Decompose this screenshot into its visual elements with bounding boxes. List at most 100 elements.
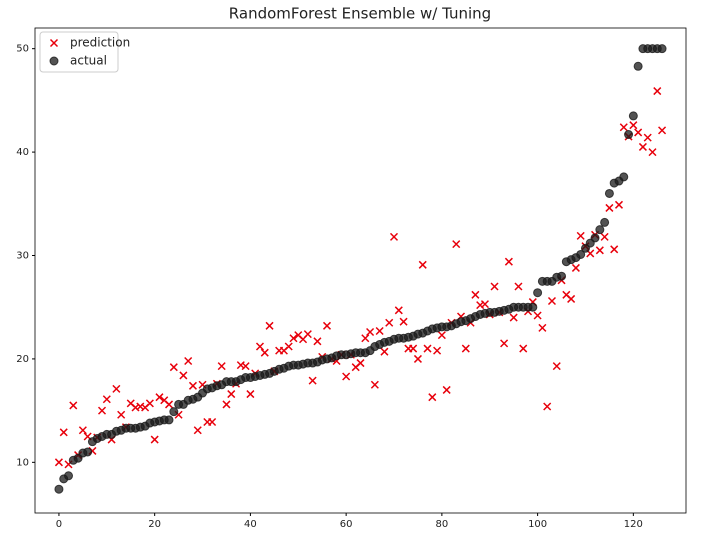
point	[155, 393, 164, 402]
point	[428, 393, 437, 402]
point	[150, 435, 159, 444]
point	[648, 148, 657, 157]
point	[418, 260, 427, 269]
point	[643, 133, 652, 142]
point	[54, 458, 63, 467]
point	[145, 399, 154, 408]
point	[375, 326, 384, 336]
point	[605, 203, 614, 212]
point	[303, 330, 312, 339]
point	[370, 380, 379, 389]
point	[600, 232, 609, 241]
point	[619, 123, 628, 132]
point	[423, 344, 432, 353]
x-tick-label: 60	[340, 519, 353, 530]
point	[471, 290, 480, 299]
y-tick-label: 40	[16, 147, 29, 158]
y-tick-label: 50	[16, 44, 29, 55]
point	[184, 356, 193, 366]
point	[543, 402, 552, 411]
point	[504, 257, 513, 266]
plot-frame	[34, 27, 687, 514]
point	[313, 337, 322, 346]
x-tick-label: 40	[244, 519, 257, 530]
point	[246, 390, 255, 399]
point	[193, 426, 202, 435]
point	[547, 296, 557, 306]
point	[64, 471, 74, 481]
point	[638, 142, 647, 151]
point	[624, 130, 634, 140]
point	[112, 384, 121, 393]
point	[265, 321, 274, 330]
point	[633, 61, 643, 71]
point	[557, 271, 567, 281]
point	[284, 342, 293, 351]
point	[490, 282, 499, 291]
point	[657, 44, 667, 54]
point	[169, 363, 178, 372]
point	[59, 428, 68, 437]
point	[614, 200, 624, 209]
point	[634, 128, 643, 137]
point	[514, 282, 523, 291]
point	[576, 231, 585, 240]
point	[409, 344, 418, 353]
point	[433, 346, 442, 355]
point	[653, 87, 662, 96]
point	[552, 362, 561, 371]
point	[241, 362, 250, 371]
point	[658, 126, 667, 135]
legend-marker	[49, 38, 59, 48]
point	[595, 225, 605, 235]
point	[179, 371, 188, 380]
point	[322, 321, 332, 330]
legend-label: actual	[70, 54, 107, 68]
x-tick-label: 20	[148, 519, 161, 530]
point	[164, 415, 174, 425]
point	[600, 217, 610, 227]
point	[97, 406, 107, 415]
point	[610, 245, 619, 254]
point	[619, 172, 629, 182]
point	[385, 318, 394, 327]
y-tick-label: 20	[16, 354, 29, 365]
x-tick-label: 120	[624, 519, 643, 530]
point	[399, 317, 408, 326]
point	[255, 342, 265, 351]
point	[628, 111, 638, 121]
point	[389, 232, 399, 241]
point	[571, 263, 580, 272]
point	[509, 313, 518, 322]
point	[380, 347, 389, 356]
point	[500, 339, 509, 348]
point	[576, 249, 586, 259]
point	[519, 344, 528, 353]
point	[217, 362, 226, 371]
point	[78, 426, 87, 435]
point	[604, 188, 614, 198]
point	[308, 376, 317, 385]
point	[480, 300, 489, 309]
point	[361, 334, 370, 343]
point	[227, 390, 236, 399]
point	[437, 331, 446, 340]
chart-title: RandomForest Ensemble w/ Tuning	[229, 5, 491, 23]
point	[452, 240, 461, 249]
x-tick-label: 100	[528, 519, 547, 530]
point	[595, 246, 604, 255]
point	[260, 348, 269, 357]
point	[538, 323, 547, 332]
point	[629, 121, 638, 130]
point	[356, 359, 365, 368]
point	[54, 484, 64, 494]
x-tick-label: 80	[436, 519, 449, 530]
point	[117, 410, 126, 419]
point	[533, 288, 543, 298]
point	[442, 385, 451, 394]
point	[590, 233, 600, 243]
point	[394, 306, 403, 315]
point	[528, 302, 538, 312]
